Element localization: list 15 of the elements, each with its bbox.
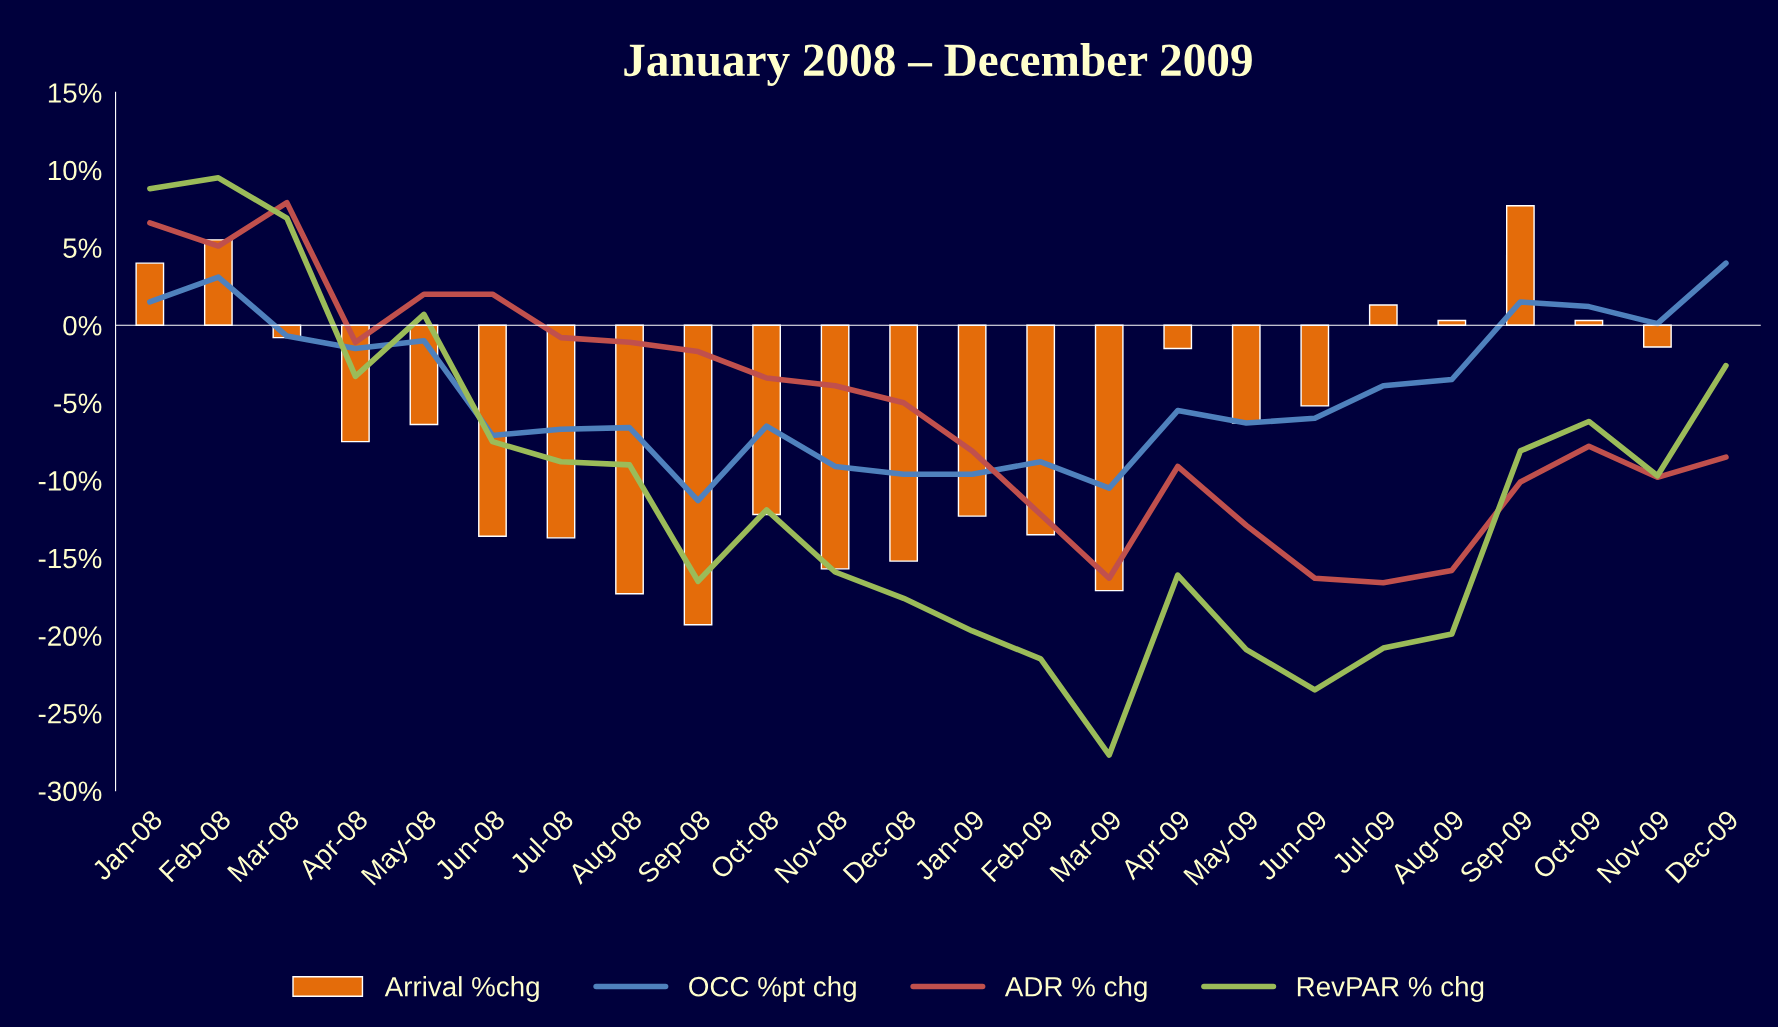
y-tick-label: 15%: [48, 83, 102, 103]
legend-label: ADR % chg: [1004, 976, 1147, 1002]
y-tick-label: 10%: [48, 160, 102, 181]
y-tick-label: -25%: [38, 703, 102, 724]
y-tick-label: 0%: [63, 315, 102, 336]
y-tick-label: -10%: [38, 471, 102, 491]
y-tick-label: -15%: [38, 548, 102, 569]
legend-label: RevPAR % chg: [1297, 976, 1484, 1002]
y-tick-label: -5%: [54, 393, 102, 414]
chart-title: January 2008 – December 2009: [624, 43, 1252, 86]
y-tick-label: 5%: [63, 238, 102, 258]
y-tick-label: -30%: [38, 781, 102, 802]
legend-label: OCC %pt chg: [689, 976, 856, 1002]
legend-label: Arrival %chg: [384, 976, 539, 1002]
y-tick-label: -20%: [38, 626, 102, 646]
